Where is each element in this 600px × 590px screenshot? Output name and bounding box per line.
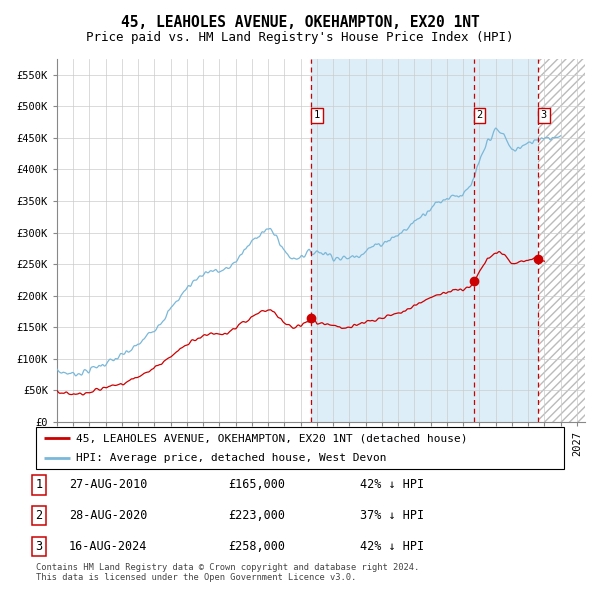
Text: HPI: Average price, detached house, West Devon: HPI: Average price, detached house, West… [76, 453, 386, 463]
Text: 2: 2 [35, 509, 43, 522]
Text: Contains HM Land Registry data © Crown copyright and database right 2024.
This d: Contains HM Land Registry data © Crown c… [36, 563, 419, 582]
Text: 27-AUG-2010: 27-AUG-2010 [69, 478, 148, 491]
Text: 2: 2 [476, 110, 482, 120]
Text: £258,000: £258,000 [228, 540, 285, 553]
Text: 45, LEAHOLES AVENUE, OKEHAMPTON, EX20 1NT (detached house): 45, LEAHOLES AVENUE, OKEHAMPTON, EX20 1N… [76, 434, 467, 444]
Text: 16-AUG-2024: 16-AUG-2024 [69, 540, 148, 553]
Text: £165,000: £165,000 [228, 478, 285, 491]
Text: 3: 3 [35, 540, 43, 553]
Text: 42% ↓ HPI: 42% ↓ HPI [360, 478, 424, 491]
Bar [538, 59, 585, 422]
Text: 42% ↓ HPI: 42% ↓ HPI [360, 540, 424, 553]
Text: 3: 3 [541, 110, 547, 120]
Text: 1: 1 [314, 110, 320, 120]
Text: £223,000: £223,000 [228, 509, 285, 522]
Bar [311, 59, 538, 422]
Text: 45, LEAHOLES AVENUE, OKEHAMPTON, EX20 1NT: 45, LEAHOLES AVENUE, OKEHAMPTON, EX20 1N… [121, 15, 479, 30]
Text: Price paid vs. HM Land Registry's House Price Index (HPI): Price paid vs. HM Land Registry's House … [86, 31, 514, 44]
Text: 1: 1 [35, 478, 43, 491]
Bar [538, 59, 585, 422]
Text: 28-AUG-2020: 28-AUG-2020 [69, 509, 148, 522]
Text: 37% ↓ HPI: 37% ↓ HPI [360, 509, 424, 522]
